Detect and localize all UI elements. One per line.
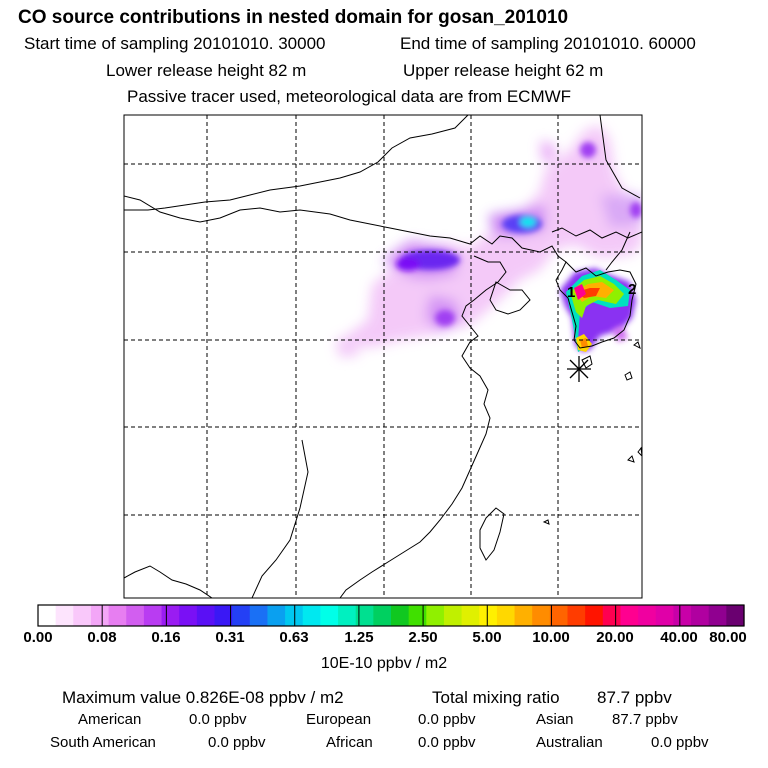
region-african-name: African [326,734,373,751]
colorbar-cell [638,605,657,626]
colorbar-cell [479,605,498,626]
region-asian-name: Asian [536,711,574,728]
end-time-label: End time of sampling 20101010. 60000 [400,34,696,53]
marker-2: 2 [628,281,636,298]
colorbar-tick: 0.31 [215,629,245,646]
total-mixing-ratio-label: Total mixing ratio [432,688,560,707]
colorbar-cell [249,605,269,626]
colorbar-cell [143,605,163,626]
colorbar-cell [673,605,692,626]
colorbar-cell [232,605,251,626]
colorbar-tick: 40.00 [660,629,698,646]
colorbar-tick: 0.00 [23,629,53,646]
region-australian-value: 0.0 ppbv [651,734,709,751]
colorbar-cell [726,605,745,626]
colorbar-unit: 10E-10 ppbv / m2 [320,655,448,672]
colorbar-cell [73,605,92,626]
coastlines [124,115,642,598]
marker-1: 1 [567,284,575,301]
colorbar-cell [55,605,74,626]
colorbar-tick: 1.25 [344,629,374,646]
colorbar-tick: 0.63 [279,629,309,646]
total-mixing-ratio: Total mixing ratio 87.7 ppbv [432,689,672,706]
map-frame [123,114,643,599]
plume-korea-hotspot [560,268,636,352]
region-south-american-value: 0.0 ppbv [208,734,266,751]
graticule [124,115,642,598]
colorbar-cell [549,605,569,626]
region-australian-name: Australian [536,734,603,751]
colorbar-cell [90,605,110,626]
colorbar-cell [708,605,727,626]
upper-release-height: Upper release height 62 m [403,61,604,80]
colorbar-cell [161,605,180,626]
colorbar-cell [126,605,145,626]
colorbar-cell [602,605,622,626]
tracer-note: Passive tracer used, meteorological data… [127,87,572,106]
region-asian-value: 87.7 ppbv [612,711,678,728]
region-american-value: 0.0 ppbv [189,711,247,728]
region-european-name: European [306,711,372,728]
colorbar-cell [532,605,551,626]
region-south-american-name: South American [50,734,156,751]
colorbar-cell [196,605,216,626]
receptor-asterisk-icon [567,356,591,382]
total-mixing-ratio-value: 87.7 ppbv [597,688,672,707]
colorbar-cell [38,605,57,626]
colorbar-tick: 80.00 [709,629,747,646]
region-african-value: 0.0 ppbv [418,734,476,751]
colorbar-cell [408,605,427,626]
colorbar-cell [108,605,127,626]
lower-release-height: Lower release height 82 m [106,61,307,80]
colorbar-tick: 20.00 [596,629,634,646]
maximum-value: Maximum value 0.826E-08 ppbv / m2 [62,688,344,707]
region-american-name: American [78,711,142,728]
colorbar-cell [567,605,586,626]
start-time-label: Start time of sampling 20101010. 30000 [24,34,326,53]
colorbar-tick: 10.00 [532,629,570,646]
colorbar-cell [214,605,233,626]
colorbar-cell [179,605,198,626]
colorbar-cell [391,605,410,626]
colorbar-tick: 0.16 [151,629,181,646]
colorbar-cell [514,605,533,626]
colorbar-cell [373,605,392,626]
colorbar-cell [443,605,463,626]
colorbar-cell [496,605,516,626]
colorbar-cell [461,605,480,626]
figure-title: CO source contributions in nested domain… [18,7,569,28]
colorbar-cell [620,605,639,626]
colorbar-cell [320,605,339,626]
colorbar-cell [691,605,710,626]
colorbar-cell [285,605,304,626]
colorbar-tick: 5.00 [472,629,502,646]
colorbar-cell [655,605,674,626]
colorbar-tick: 0.08 [87,629,117,646]
colorbar-cell [585,605,604,626]
colorbar-cell [267,605,286,626]
colorbar-cell [355,605,374,626]
colorbar-cell [302,605,321,626]
colorbar-tick: 2.50 [408,629,438,646]
region-european-value: 0.0 ppbv [418,711,476,728]
colorbar-cell [338,605,357,626]
colorbar-cell [426,605,445,626]
plume-mid [396,142,642,326]
